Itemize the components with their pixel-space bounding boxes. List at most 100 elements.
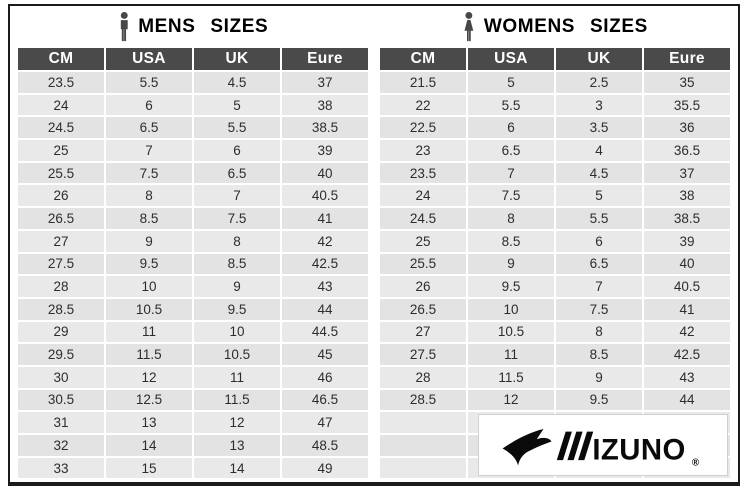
size-cell: 29 xyxy=(18,321,104,343)
column-header: Eure xyxy=(644,48,730,70)
table-row: 27.5 11 8.5 42.5 xyxy=(380,344,730,365)
size-cell: 30 xyxy=(18,366,104,388)
size-cell: 6.5 xyxy=(194,162,280,184)
size-cell: 11 xyxy=(468,344,554,365)
table-row: 27 10.5 8 42 xyxy=(380,321,730,343)
size-cell: 7 xyxy=(194,185,280,207)
womens-size-table: CM USA UK Eure 21.5 5 2.5 35 22 5.5 3 35.5 22.5 6 3.5 3… xyxy=(378,46,732,480)
mizuno-wordmark: IZUNO xyxy=(592,434,685,467)
size-cell: 15 xyxy=(106,457,192,479)
size-cell: 45 xyxy=(282,344,368,365)
table-row: 28.5 10.5 9.5 44 xyxy=(18,298,368,320)
table-row: 25.5 9 6.5 40 xyxy=(380,253,730,275)
table-row: 27.5 9.5 8.5 42.5 xyxy=(18,253,368,275)
size-cell: 25 xyxy=(18,140,104,161)
table-row: 23.5 7 4.5 37 xyxy=(380,162,730,184)
size-cell: 38 xyxy=(282,94,368,116)
size-cell: 38.5 xyxy=(282,117,368,139)
size-cell: 5 xyxy=(468,72,554,93)
size-cell: 44 xyxy=(644,389,730,411)
size-cell: 12 xyxy=(106,366,192,388)
size-cell: 13 xyxy=(194,435,280,456)
male-person-icon xyxy=(120,12,128,42)
table-row: 24.5 8 5.5 38.5 xyxy=(380,208,730,229)
size-cell: 25.5 xyxy=(18,162,104,184)
size-cell: 10 xyxy=(468,298,554,320)
size-cell: 24 xyxy=(380,185,466,207)
size-cell: 8.5 xyxy=(468,230,554,252)
size-cell: 25 xyxy=(380,230,466,252)
size-cell: 9 xyxy=(194,276,280,297)
size-cell: 27.5 xyxy=(380,344,466,365)
table-row: 24 7.5 5 38 xyxy=(380,185,730,207)
size-cell: 23 xyxy=(380,140,466,161)
size-cell: 6 xyxy=(194,140,280,161)
size-cell: 40.5 xyxy=(282,185,368,207)
womens-size-section: WOMENS SIZES CM USA UK Eure 21.5 5 2.5 35 22 5.5 3… xyxy=(378,8,732,480)
size-cell: 9 xyxy=(106,230,192,252)
size-cell: 9 xyxy=(556,366,642,388)
size-cell: 33 xyxy=(18,457,104,479)
table-row: 23.5 5.5 4.5 37 xyxy=(18,72,368,93)
size-cell: 7 xyxy=(468,162,554,184)
table-row: 26 9.5 7 40.5 xyxy=(380,276,730,297)
size-cell: 4.5 xyxy=(194,72,280,93)
womens-title: WOMENS SIZES xyxy=(378,8,732,46)
size-cell: 42.5 xyxy=(282,253,368,275)
mens-title: MENS SIZES xyxy=(16,8,370,46)
table-row: 25 7 6 39 xyxy=(18,140,368,161)
size-cell: 8 xyxy=(556,321,642,343)
size-cell: 3 xyxy=(556,94,642,116)
size-cell: 35.5 xyxy=(644,94,730,116)
size-cell: 10 xyxy=(194,321,280,343)
size-cell: 22 xyxy=(380,94,466,116)
size-cell: 38 xyxy=(644,185,730,207)
size-cell: 37 xyxy=(644,162,730,184)
size-cell: 36 xyxy=(644,117,730,139)
mens-title-label: MENS SIZES xyxy=(138,16,269,37)
table-row: 31 13 12 47 xyxy=(18,412,368,433)
size-cell: 8.5 xyxy=(556,344,642,365)
size-cell: 11.5 xyxy=(194,389,280,411)
size-cell: 5.5 xyxy=(556,208,642,229)
size-cell: 31 xyxy=(18,412,104,433)
size-cell: 42.5 xyxy=(644,344,730,365)
size-cell: 14 xyxy=(194,457,280,479)
size-cell: 26.5 xyxy=(380,298,466,320)
column-header: UK xyxy=(556,48,642,70)
size-cell: 27 xyxy=(18,230,104,252)
size-cell: 3.5 xyxy=(556,117,642,139)
mens-size-section: MENS SIZES CM USA UK Eure 23.5 5.5 4.5 37 24 6 5 38… xyxy=(16,8,370,480)
size-cell: 6 xyxy=(556,230,642,252)
size-cell: 25.5 xyxy=(380,253,466,275)
mens-size-table: CM USA UK Eure 23.5 5.5 4.5 37 24 6 5 38 24.5 6.5 5.5 3… xyxy=(16,46,370,480)
table-row: 26.5 10 7.5 41 xyxy=(380,298,730,320)
size-cell: 8 xyxy=(194,230,280,252)
size-cell: 23.5 xyxy=(380,162,466,184)
size-cell: 32 xyxy=(18,435,104,456)
size-cell: 35 xyxy=(644,72,730,93)
size-cell: 6.5 xyxy=(468,140,554,161)
table-row: 24.5 6.5 5.5 38.5 xyxy=(18,117,368,139)
size-cell: 7.5 xyxy=(194,208,280,229)
size-cell: 24.5 xyxy=(18,117,104,139)
table-row: 27 9 8 42 xyxy=(18,230,368,252)
size-cell: 9.5 xyxy=(556,389,642,411)
mizuno-logo: IZUNO ® xyxy=(478,414,728,476)
size-cell: 42 xyxy=(644,321,730,343)
size-cell: 39 xyxy=(644,230,730,252)
size-cell: 11 xyxy=(106,321,192,343)
table-row: 29 11 10 44.5 xyxy=(18,321,368,343)
size-cell: 4 xyxy=(556,140,642,161)
mizuno-logo-graphic: IZUNO ® xyxy=(502,429,700,468)
size-cell: 43 xyxy=(282,276,368,297)
table-row: 22.5 6 3.5 36 xyxy=(380,117,730,139)
size-cell: 10.5 xyxy=(106,298,192,320)
size-cell: 29.5 xyxy=(18,344,104,365)
column-header: UK xyxy=(194,48,280,70)
size-chart-frame: MENS SIZES CM USA UK Eure 23.5 5.5 4.5 37 24 6 5 38… xyxy=(8,4,740,486)
table-row: 26.5 8.5 7.5 41 xyxy=(18,208,368,229)
size-cell: 47 xyxy=(282,412,368,433)
table-row: 28 10 9 43 xyxy=(18,276,368,297)
size-cell: 8.5 xyxy=(106,208,192,229)
